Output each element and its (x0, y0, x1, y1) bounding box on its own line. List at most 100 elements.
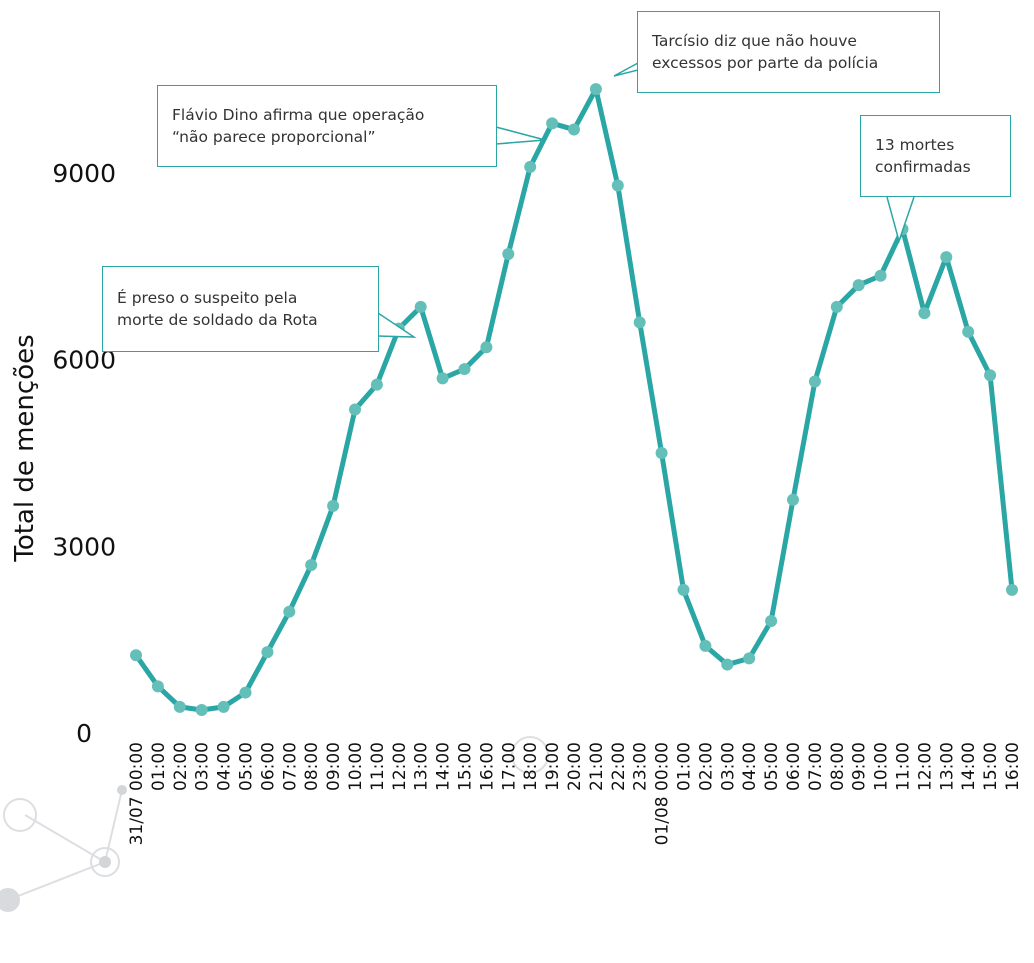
y-axis-label: Total de menções (10, 334, 40, 562)
x-tick-label: 15:00 (456, 742, 476, 791)
data-point (436, 372, 449, 385)
data-point (962, 325, 975, 338)
x-tick-label: 04:00 (740, 742, 760, 791)
data-point (852, 279, 865, 292)
x-tick-label: 10:00 (872, 742, 892, 791)
x-tick-label: 10:00 (346, 742, 366, 791)
data-point (327, 499, 340, 512)
data-point (677, 583, 690, 596)
data-point (239, 686, 252, 699)
data-point (349, 403, 361, 416)
data-point (940, 251, 953, 264)
x-tick-label: 04:00 (215, 742, 235, 791)
data-point (414, 300, 427, 313)
data-point (633, 316, 646, 329)
x-tick-label: 05:00 (237, 742, 257, 791)
data-point (173, 700, 186, 713)
data-point (130, 649, 142, 662)
data-point (765, 615, 778, 628)
x-tick-label: 31/07 00:00 (127, 742, 147, 845)
x-tick-label: 12:00 (915, 742, 935, 791)
x-tick-label: 01:00 (149, 742, 169, 791)
annotation-text-4: 13 mortes confirmadas (875, 136, 971, 176)
callout-pointer-1 (377, 312, 417, 338)
x-tick-label: 16:00 (1003, 742, 1023, 791)
annotation-text-1: É preso o suspeito pela morte de soldado… (117, 289, 318, 329)
data-point (611, 179, 624, 192)
x-tick-label: 16:00 (477, 742, 497, 791)
x-tick-label: 03:00 (193, 742, 213, 791)
x-tick-label: 20:00 (565, 742, 585, 791)
data-point (699, 639, 712, 652)
x-tick-label: 19:00 (543, 742, 563, 791)
x-tick-label: 02:00 (696, 742, 716, 791)
x-tick-label: 06:00 (784, 742, 804, 791)
callout-pointer-3 (613, 62, 639, 77)
data-point (874, 269, 887, 282)
x-tick-label: 09:00 (850, 742, 870, 791)
data-point (502, 247, 515, 260)
data-point (1006, 583, 1018, 596)
x-tick-label: 14:00 (434, 742, 454, 791)
x-tick-label: 09:00 (324, 742, 344, 791)
data-point (984, 369, 997, 382)
data-point (283, 605, 296, 618)
callout-pointer-4 (886, 196, 915, 244)
x-tick-label: 08:00 (828, 742, 848, 791)
data-point (568, 123, 580, 136)
x-tick-label: 14:00 (959, 742, 979, 791)
x-tick-label: 03:00 (718, 742, 738, 791)
x-tick-label: 01:00 (675, 742, 695, 791)
annotation-callout-2: Flávio Dino afirma que operação “não par… (157, 85, 497, 167)
data-point (546, 117, 559, 130)
data-point (458, 363, 471, 376)
data-point (217, 700, 230, 713)
x-tick-label: 13:00 (412, 742, 432, 791)
data-point (655, 447, 668, 460)
y-tick-label: 9000 (52, 159, 116, 188)
x-tick-label: 06:00 (258, 742, 278, 791)
x-tick-label: 07:00 (806, 742, 826, 791)
callout-pointers (377, 62, 915, 338)
data-point (589, 83, 602, 96)
data-point (743, 652, 756, 665)
annotation-callout-4: 13 mortes confirmadas (860, 115, 1011, 197)
data-point (787, 493, 799, 506)
data-point (195, 703, 208, 716)
data-point (480, 341, 493, 354)
callout-pointer-2 (495, 126, 546, 145)
data-point (261, 646, 274, 659)
x-tick-label: 17:00 (499, 742, 519, 791)
x-tick-label: 13:00 (937, 742, 957, 791)
annotation-callout-3: Tarcísio diz que não houve excessos por … (637, 11, 940, 93)
annotation-callout-1: É preso o suspeito pela morte de soldado… (102, 266, 379, 352)
x-tick-label: 01/08 00:00 (653, 742, 673, 845)
data-point (808, 375, 821, 388)
data-point (830, 300, 843, 313)
y-tick-label: 0 (76, 719, 92, 748)
x-tick-label: 23:00 (631, 742, 651, 791)
x-tick-label: 02:00 (171, 742, 191, 791)
data-point (370, 378, 383, 391)
x-tick-label: 11:00 (894, 742, 914, 791)
data-point (918, 307, 931, 320)
x-tick-labels: 31/07 00:00 01:00 02:00 03:00 04:00 05:00 06:0… (127, 742, 1023, 845)
x-tick-label: 05:00 (762, 742, 782, 791)
x-tick-label: 08:00 (302, 742, 322, 791)
x-tick-label: 21:00 (587, 742, 607, 791)
data-point (524, 160, 537, 173)
annotation-text-2: Flávio Dino afirma que operação “não par… (172, 106, 425, 146)
x-tick-label: 07:00 (280, 742, 300, 791)
x-tick-label: 15:00 (981, 742, 1001, 791)
y-tick-label: 3000 (52, 532, 116, 561)
x-tick-label: 11:00 (368, 742, 388, 791)
x-tick-label: 22:00 (609, 742, 629, 791)
network-decoration-graphic (0, 736, 549, 912)
x-tick-label: 12:00 (390, 742, 410, 791)
data-point (305, 559, 318, 572)
data-point (721, 658, 734, 671)
data-point (151, 680, 164, 693)
annotation-text-3: Tarcísio diz que não houve excessos por … (652, 32, 879, 72)
